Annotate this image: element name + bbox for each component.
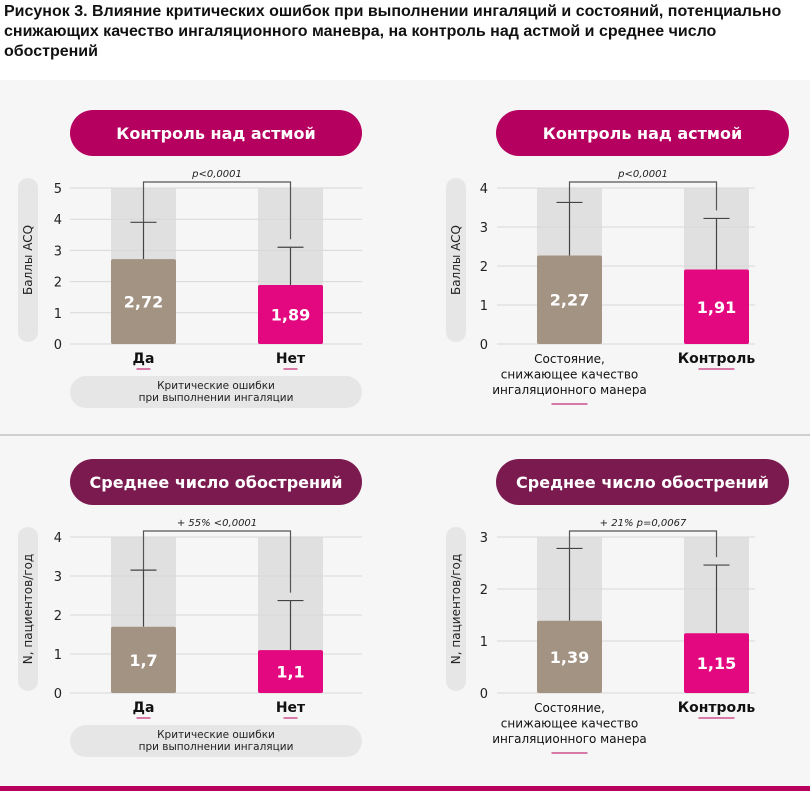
group-label-pill [70,725,362,757]
y-axis-label: Баллы ACQ [21,225,35,295]
y-tick-label: 1 [480,299,488,314]
chart-title-pill [70,459,362,505]
category-label: Состояние, [534,701,605,715]
bar-value-label: 2,72 [124,293,163,312]
category-label: ингаляционного манера [492,383,647,397]
chart-title: Контроль над астмой [543,124,742,143]
category-label: снижающее качество [501,368,638,382]
y-axis-label-pill [18,527,38,691]
bar [684,269,749,344]
significance-bracket [142,181,292,240]
bar [537,255,602,344]
y-axis-label-pill [446,527,466,691]
bar [537,620,602,693]
significance-bracket [142,530,292,593]
significance-annotation: + 21% p=0,0067 [600,518,687,529]
category-label: Нет [276,351,306,367]
chart-title: Контроль над астмой [116,124,315,143]
bar-value-label: 1,7 [129,651,157,670]
category-label: Да [133,351,155,367]
y-tick-label: 2 [480,583,488,598]
y-axis-label: N, пациентов/год [21,554,35,664]
chart-title-pill [496,459,789,505]
group-label-pill [70,376,362,408]
y-tick-label: 3 [54,244,62,259]
divider [0,434,810,436]
chart-panel: Среднее число обострений N, пациентов/год… [18,459,362,757]
chart-title: Среднее число обострений [90,473,343,492]
bar-value-label: 1,89 [271,306,310,325]
category-label: Состояние, [534,352,605,366]
y-tick-label: 2 [54,609,62,624]
bar-value-label: 1,15 [697,654,736,673]
figure-title: Рисунок 3. Влияние критических ошибок пр… [4,3,782,60]
y-tick-label: 1 [54,307,62,322]
significance-bracket [568,530,718,558]
y-axis-label-pill [446,178,466,342]
significance-annotation: p<0,0001 [617,169,668,180]
category-label: Да [133,700,155,716]
y-tick-label: 0 [54,338,62,353]
y-tick-label: 5 [54,182,62,197]
bar-value-label: 2,27 [550,291,589,310]
group-label: Критические ошибки [157,729,275,741]
category-label: Контроль [678,700,756,716]
y-tick-label: 3 [480,221,488,236]
group-label: при выполнении ингаляции [139,392,294,404]
chart-title: Среднее число обострений [516,473,769,492]
y-tick-label: 1 [54,648,62,663]
category-label: снижающее качество [501,717,638,731]
bottom-accent-line [0,786,810,791]
y-tick-label: 3 [480,531,488,546]
y-axis-label-pill [18,178,38,342]
y-tick-label: 3 [54,570,62,585]
y-tick-label: 4 [480,182,488,197]
bar [258,285,323,344]
category-label: Контроль [678,351,756,367]
y-tick-label: 0 [480,338,488,353]
group-label: при выполнении ингаляции [139,741,294,753]
y-tick-label: 0 [480,687,488,702]
y-tick-label: 4 [54,531,62,546]
bar-value-label: 1,39 [550,648,589,667]
chart-panel: Контроль над астмой Баллы ACQ 0 1 2 3 4 5 p<0,00… [18,110,362,408]
y-tick-label: 0 [54,687,62,702]
bar [258,650,323,693]
significance-annotation: + 55% <0,0001 [177,518,257,529]
significance-bracket [568,181,718,211]
y-tick-label: 2 [54,276,62,291]
y-tick-label: 4 [54,213,62,228]
category-label: ингаляционного манера [492,732,647,746]
y-tick-label: 2 [480,260,488,275]
bar-value-label: 1,91 [697,298,736,317]
chart-title-pill [70,110,362,156]
chart-panel: Контроль над астмой Баллы ACQ 0 1 2 3 4 p<0,000… [446,110,789,405]
chart-panel: Среднее число обострений N, пациентов/год… [446,459,789,754]
chart-title-pill [496,110,789,156]
bar [111,626,176,693]
bar [111,259,176,344]
y-tick-label: 1 [480,635,488,650]
y-axis-label: N, пациентов/год [449,554,463,664]
group-label: Критические ошибки [157,380,275,392]
bar [684,633,749,693]
y-axis-label: Баллы ACQ [449,225,463,295]
category-label: Нет [276,700,306,716]
bar-value-label: 1,1 [276,663,304,682]
significance-annotation: p<0,0001 [191,169,242,180]
